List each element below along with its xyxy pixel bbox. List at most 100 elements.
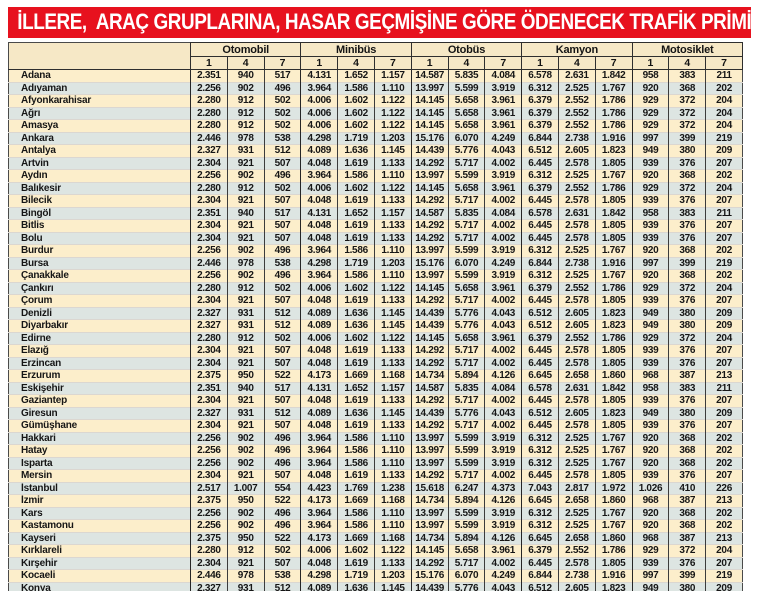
value-cell: 209: [705, 581, 743, 591]
value-cell: 939: [631, 294, 669, 307]
value-cell: 2.525: [557, 244, 596, 257]
value-cell: 2.304: [190, 219, 228, 232]
table-row: Kocaeli 2.446 978 538 4.298 1.719 1.203 15.176 6…: [8, 569, 743, 582]
value-cell: 207: [705, 231, 743, 245]
group-header-otomobil: Otomobil: [189, 42, 302, 57]
value-cell: 3.961: [484, 331, 522, 345]
group-header-motosiklet: Motosiklet: [631, 42, 744, 57]
value-cell: 3.964: [300, 456, 338, 470]
value-cell: 13.997: [410, 456, 449, 470]
damage-level-header-row: 1 4 7 1 4 7 1 4 7 1 4 7 1 4 7: [9, 56, 743, 70]
value-cell: 4.006: [300, 181, 338, 195]
value-cell: 929: [631, 281, 669, 295]
damage-level-cell: 4: [668, 56, 707, 70]
value-cell: 2.525: [557, 444, 596, 457]
value-cell: 6.070: [447, 569, 485, 582]
value-cell: 3.964: [300, 506, 338, 520]
table-row: Hakkari 2.256 902 496 3.964 1.586 1.110 13.997 5…: [8, 431, 743, 445]
value-cell: 202: [705, 244, 743, 257]
value-cell: 496: [263, 244, 301, 257]
value-cell: 1.110: [373, 169, 412, 182]
value-cell: 1.619: [337, 394, 375, 407]
value-cell: 14.292: [410, 394, 449, 407]
value-cell: 202: [705, 506, 743, 520]
table-row: Çankırı 2.280 912 502 4.006 1.602 1.122 14.145 5…: [8, 281, 743, 295]
value-cell: 1.805: [594, 156, 633, 170]
value-cell: 5.894: [447, 369, 485, 382]
value-cell: 410: [668, 481, 706, 495]
value-cell: 1.203: [373, 256, 412, 270]
value-cell: 920: [631, 431, 669, 445]
value-cell: 4.249: [484, 131, 522, 145]
value-cell: 4.048: [300, 419, 338, 432]
value-cell: 6.445: [521, 344, 559, 357]
premium-table-container: Otomobil Minibüs Otobüs Kamyon Motosikle…: [8, 42, 744, 591]
value-cell: 4.002: [484, 219, 522, 232]
province-cell: Diyarbakır: [8, 319, 191, 332]
value-cell: 368: [668, 269, 706, 282]
value-cell: 958: [631, 206, 669, 220]
value-cell: 14.292: [410, 419, 449, 432]
value-cell: 4.173: [300, 494, 338, 507]
value-cell: 1.860: [594, 494, 633, 507]
value-cell: 202: [705, 81, 743, 95]
value-cell: 1.602: [337, 281, 375, 295]
value-cell: 507: [263, 231, 301, 245]
table-row: Ağrı 2.280 912 502 4.006 1.602 1.122 14.145 5.65…: [8, 106, 743, 120]
value-cell: 1.586: [337, 81, 375, 95]
value-cell: 3.919: [484, 456, 522, 470]
value-cell: 958: [631, 381, 669, 395]
value-cell: 2.446: [190, 131, 228, 145]
table-row: Kars 2.256 902 496 3.964 1.586 1.110 13.997 5.59…: [8, 506, 743, 520]
value-cell: 13.997: [410, 169, 449, 182]
value-cell: 4.249: [484, 569, 522, 582]
value-cell: 376: [668, 231, 706, 245]
value-cell: 1.823: [594, 144, 633, 157]
value-cell: 6.247: [447, 481, 485, 495]
value-cell: 1.823: [594, 406, 633, 420]
value-cell: 939: [631, 344, 669, 357]
value-cell: 2.446: [190, 256, 228, 270]
value-cell: 5.894: [447, 494, 485, 507]
value-cell: 6.445: [521, 231, 559, 245]
province-cell: Giresun: [8, 406, 191, 420]
value-cell: 5.658: [447, 544, 485, 557]
value-cell: 1.805: [594, 556, 633, 570]
value-cell: 1.203: [373, 569, 412, 582]
value-cell: 950: [226, 494, 265, 507]
damage-level-cell: 1: [190, 56, 228, 70]
value-cell: 2.552: [557, 331, 596, 345]
value-cell: 13.997: [410, 444, 449, 457]
value-cell: 376: [668, 419, 706, 432]
value-cell: 1.823: [594, 306, 633, 320]
value-cell: 2.578: [557, 356, 596, 370]
province-cell: İzmir: [8, 494, 191, 507]
value-cell: 507: [263, 419, 301, 432]
value-cell: 14.145: [410, 544, 449, 557]
value-cell: 15.176: [410, 256, 449, 270]
value-cell: 14.292: [410, 356, 449, 370]
value-cell: 921: [226, 419, 265, 432]
value-cell: 929: [631, 106, 669, 120]
value-cell: 14.439: [410, 581, 449, 591]
value-cell: 4.006: [300, 119, 338, 132]
table-row: Aydın 2.256 902 496 3.964 1.586 1.110 13.997 5.5…: [8, 169, 743, 182]
province-cell: Kocaeli: [8, 569, 191, 582]
table-row: Artvin 2.304 921 507 4.048 1.619 1.133 14.292 5.…: [8, 156, 743, 170]
value-cell: 5.776: [447, 306, 485, 320]
value-cell: 997: [631, 131, 669, 145]
value-cell: 496: [263, 519, 301, 532]
value-cell: 368: [668, 506, 706, 520]
value-cell: 380: [668, 406, 706, 420]
value-cell: 4.423: [300, 481, 338, 495]
value-cell: 6.445: [521, 469, 559, 482]
value-cell: 929: [631, 94, 669, 107]
value-cell: 4.002: [484, 556, 522, 570]
value-cell: 399: [668, 256, 706, 270]
value-cell: 211: [705, 381, 743, 395]
value-cell: 4.006: [300, 281, 338, 295]
value-cell: 1.122: [373, 181, 412, 195]
value-cell: 1.602: [337, 544, 375, 557]
vehicle-group-header-row: Otomobil Minibüs Otobüs Kamyon Motosikle…: [8, 42, 744, 70]
value-cell: 1.767: [594, 244, 633, 257]
